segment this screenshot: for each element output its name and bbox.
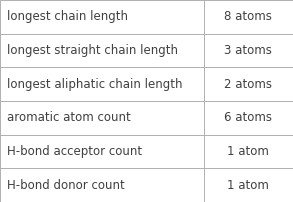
Text: longest straight chain length: longest straight chain length (7, 44, 178, 57)
Text: H-bond acceptor count: H-bond acceptor count (7, 145, 142, 158)
Text: 8 atoms: 8 atoms (224, 10, 272, 23)
Text: aromatic atom count: aromatic atom count (7, 111, 131, 124)
Text: 3 atoms: 3 atoms (224, 44, 272, 57)
Text: 2 atoms: 2 atoms (224, 78, 272, 91)
Text: longest aliphatic chain length: longest aliphatic chain length (7, 78, 183, 91)
Text: 6 atoms: 6 atoms (224, 111, 272, 124)
Text: H-bond donor count: H-bond donor count (7, 179, 125, 192)
Text: 1 atom: 1 atom (227, 145, 269, 158)
Text: longest chain length: longest chain length (7, 10, 128, 23)
Text: 1 atom: 1 atom (227, 179, 269, 192)
